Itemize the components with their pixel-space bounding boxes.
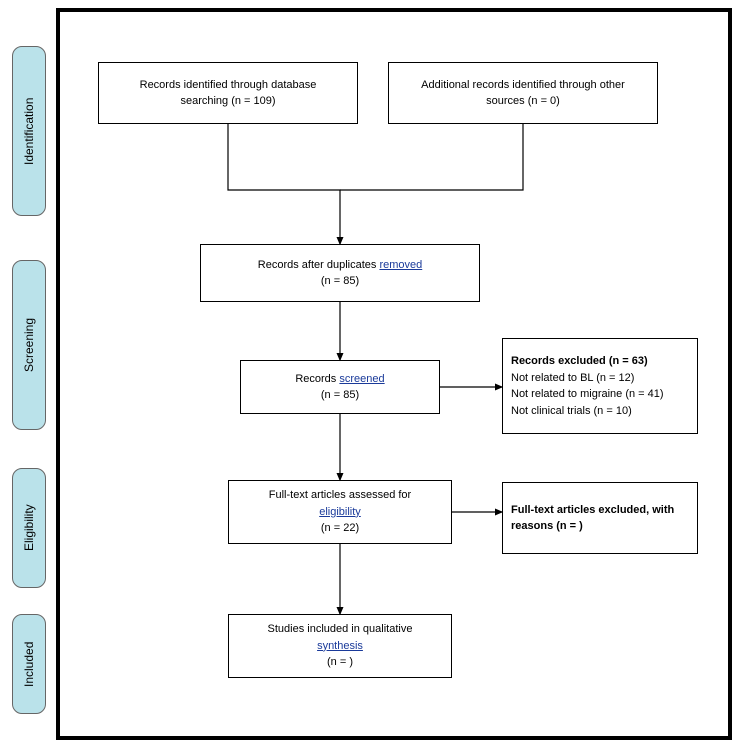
box-fulltext: Full-text articles assessed foreligibili… [228,480,452,544]
box-line: Full-text articles excluded, with [511,502,689,519]
box-excluded-screen: Records excluded (n = 63)Not related to … [502,338,698,434]
box-line: (n = ) [327,654,353,671]
box-other-sources: Additional records identified through ot… [388,62,658,124]
box-line: searching (n = 109) [180,93,275,110]
box-line: Studies included in qualitative [268,621,413,638]
box-line: sources (n = 0) [486,93,560,110]
box-line: Not clinical trials (n = 10) [511,403,689,420]
box-line: synthesis [317,638,363,655]
box-line: Records after duplicates removed [258,257,422,274]
box-line: Full-text articles assessed for [269,487,411,504]
box-line: Records excluded (n = 63) [511,353,689,370]
box-line: eligibility [319,504,361,521]
box-line: Records screened [295,371,384,388]
box-line: (n = 85) [321,387,359,404]
box-dedup: Records after duplicates removed(n = 85) [200,244,480,302]
box-line: (n = 22) [321,520,359,537]
box-line: Records identified through database [140,77,317,94]
stage-label-text: Identification [22,97,36,164]
stage-screening: Screening [12,260,46,430]
stage-identification: Identification [12,46,46,216]
box-line: Not related to BL (n = 12) [511,370,689,387]
box-excluded-fulltext: Full-text articles excluded, withreasons… [502,482,698,554]
box-screened: Records screened(n = 85) [240,360,440,414]
box-line: (n = 85) [321,273,359,290]
box-included: Studies included in qualitativesynthesis… [228,614,452,678]
stage-label-text: Included [22,641,36,686]
stage-label-text: Eligibility [22,505,36,552]
box-line: reasons (n = ) [511,518,689,535]
box-db-search: Records identified through databasesearc… [98,62,358,124]
stage-included: Included [12,614,46,714]
box-line: Not related to migraine (n = 41) [511,386,689,403]
stage-eligibility: Eligibility [12,468,46,588]
box-line: Additional records identified through ot… [421,77,625,94]
stage-label-text: Screening [22,318,36,372]
